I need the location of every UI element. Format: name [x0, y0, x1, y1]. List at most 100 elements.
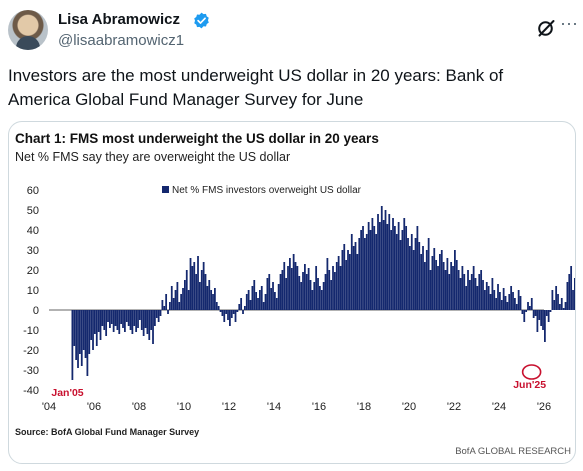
bar [352, 246, 355, 310]
bar [268, 274, 271, 310]
more-icon[interactable]: ··· [560, 13, 578, 33]
bar [79, 310, 81, 354]
bar [542, 310, 544, 330]
bar [493, 290, 496, 310]
bar [217, 306, 220, 310]
bar [442, 262, 445, 310]
bar [319, 286, 321, 310]
bar [260, 286, 263, 310]
bar [124, 310, 126, 332]
annotations: Jan'05 Jun'25 [51, 364, 546, 399]
bar [125, 310, 128, 322]
bar [527, 302, 529, 310]
bar [148, 310, 151, 340]
bar [489, 294, 492, 310]
bar [487, 286, 490, 310]
chart-image[interactable]: Chart 1: FMS most underweight the US dol… [8, 121, 576, 464]
bar [433, 248, 436, 310]
bar [84, 310, 87, 358]
bar [298, 276, 301, 310]
bar [557, 294, 559, 310]
bar [422, 246, 424, 310]
bar [214, 288, 216, 310]
bar [328, 270, 331, 310]
avatar[interactable] [8, 10, 48, 50]
bar [305, 274, 308, 310]
bar [88, 310, 91, 354]
bar [560, 298, 563, 310]
bar [444, 270, 447, 310]
bar [292, 254, 295, 310]
bar [416, 226, 419, 310]
y-tick-label: -40 [23, 385, 39, 397]
x-axis: '04 '06 '08 '10 '12 '14 '16 '18 '20 '22 '24 '26 [42, 401, 551, 413]
bar [320, 290, 323, 310]
bar [75, 310, 78, 360]
bar [452, 266, 454, 310]
bar [184, 280, 186, 310]
bar [90, 310, 93, 340]
bar [476, 286, 479, 310]
bar [341, 250, 344, 310]
bar [454, 250, 456, 310]
bar [448, 274, 451, 310]
bar [275, 298, 278, 310]
bar [538, 310, 541, 320]
bar [523, 310, 526, 322]
bar [247, 290, 250, 310]
bar [182, 288, 184, 310]
x-tick-label: '10 [177, 401, 191, 413]
bar [109, 310, 111, 328]
display-name[interactable]: Lisa Abramowicz [58, 11, 180, 28]
bar [367, 222, 370, 310]
bar [187, 290, 190, 310]
bar [114, 310, 117, 326]
bar [219, 310, 222, 312]
bar [373, 226, 376, 310]
bar [195, 274, 198, 310]
bar [270, 288, 273, 310]
bar [424, 262, 426, 310]
bar [365, 234, 368, 310]
bar [382, 220, 385, 310]
handle[interactable]: @lisaabramowicz1 [58, 32, 185, 49]
bar [157, 310, 160, 322]
bar [311, 290, 314, 310]
bar [332, 266, 334, 310]
bar [555, 286, 558, 310]
bar [232, 310, 235, 314]
bar [474, 278, 477, 310]
bar [110, 310, 113, 324]
bar [414, 238, 417, 310]
legend-swatch [162, 186, 169, 193]
bar [131, 310, 134, 334]
bar [347, 250, 349, 310]
bar [510, 286, 513, 310]
bar [337, 256, 340, 310]
bar [551, 290, 554, 310]
bar [495, 298, 498, 310]
bar [255, 292, 258, 310]
bar [238, 304, 241, 310]
bar [465, 286, 468, 310]
bar [354, 242, 357, 310]
bar [120, 310, 123, 324]
bar [566, 282, 569, 310]
bar [485, 282, 488, 310]
bar [470, 274, 473, 310]
bar [409, 246, 411, 310]
bar [165, 294, 168, 310]
bar [463, 274, 466, 310]
bar [150, 310, 153, 330]
bar [289, 258, 291, 310]
bar [570, 266, 573, 310]
bar [176, 282, 179, 310]
x-tick-label: '12 [222, 401, 236, 413]
bar [553, 300, 556, 310]
grok-icon[interactable] [536, 18, 556, 38]
bar [364, 238, 366, 310]
bar [118, 310, 121, 334]
bar [384, 210, 387, 310]
bar [457, 270, 460, 310]
bar [326, 258, 329, 310]
